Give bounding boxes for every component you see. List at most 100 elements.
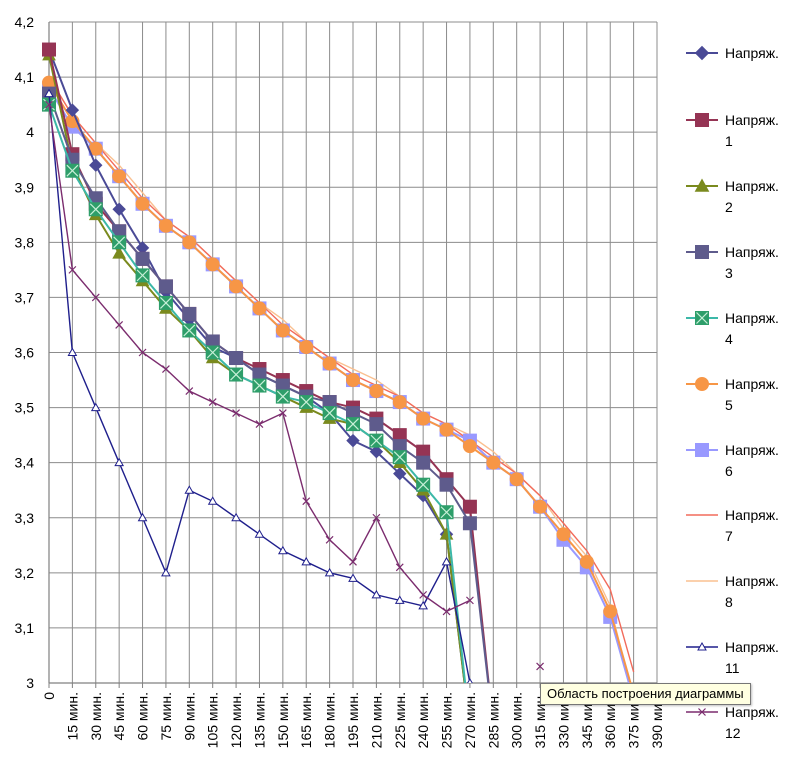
legend-label: Напряж. 12 — [725, 704, 779, 741]
data-point — [275, 323, 290, 338]
x-tick-label: 270 мин. — [462, 692, 478, 748]
data-point — [346, 373, 360, 388]
data-point — [112, 169, 127, 184]
data-point — [205, 257, 220, 272]
data-point — [439, 477, 454, 492]
legend-item: Напряж. 3 — [686, 244, 779, 281]
legend-item: Напряж. 5 — [686, 376, 779, 413]
data-point — [467, 677, 473, 683]
y-tick-label: 3,7 — [15, 289, 35, 305]
data-point — [603, 604, 618, 619]
y-tick-label: 4,1 — [15, 69, 35, 85]
x-tick-label: 75 мин. — [158, 692, 174, 741]
data-point-cross — [89, 203, 102, 216]
data-point — [416, 455, 431, 470]
data-point — [536, 662, 545, 671]
data-point-cross — [183, 324, 196, 337]
y-tick-label: 3,3 — [15, 510, 35, 526]
data-point — [439, 422, 454, 437]
x-tick-label: 120 мин. — [228, 692, 244, 748]
data-point — [137, 512, 148, 522]
x-tick-label: 240 мин. — [415, 692, 431, 748]
data-point — [185, 387, 194, 395]
data-point-cross — [136, 269, 149, 282]
data-point — [135, 196, 150, 211]
legend-item: Напряж. 8 — [686, 573, 779, 610]
plot-series — [42, 42, 635, 683]
data-point — [161, 567, 171, 577]
y-tick-label: 3,6 — [15, 345, 35, 361]
data-point — [419, 590, 428, 599]
x-tick-label: 195 мин. — [345, 692, 361, 748]
data-point — [208, 398, 217, 406]
data-point — [465, 596, 474, 605]
x-tick-label: 360 мин. — [602, 692, 618, 748]
data-point — [90, 402, 101, 412]
data-point — [695, 443, 709, 457]
y-tick-label: 3,8 — [15, 234, 35, 250]
data-point — [349, 557, 357, 566]
legend-item: Напряж. 4 — [686, 310, 779, 347]
data-point — [694, 178, 710, 192]
legend-label: Напряж. 3 — [725, 244, 779, 281]
data-point — [371, 589, 382, 599]
legend-label: Напряж. 11 — [725, 639, 779, 676]
data-point — [112, 202, 126, 216]
data-point — [697, 641, 707, 651]
data-point — [161, 365, 170, 373]
x-tick-label: 315 мин. — [532, 692, 548, 748]
data-point — [395, 563, 404, 572]
data-point-cross — [159, 297, 172, 309]
legend-item: Напряж. 11 — [686, 639, 779, 676]
legend-label: Напряж. 8 — [725, 573, 779, 610]
data-point-cross — [440, 506, 453, 519]
data-point — [302, 497, 311, 506]
data-point — [301, 556, 312, 566]
data-point — [462, 499, 477, 514]
legend-label: Напряж. 7 — [725, 507, 779, 544]
data-point — [112, 246, 127, 259]
data-point — [255, 420, 264, 429]
data-point-cross — [113, 236, 126, 249]
legend-item: Напряж. 12 — [686, 704, 779, 741]
data-point-cross — [417, 478, 430, 491]
data-point — [231, 512, 241, 522]
y-tick-label: 4,2 — [15, 14, 35, 30]
x-tick-label: 330 мин. — [555, 692, 571, 748]
legend-label: Напряж. 6 — [725, 442, 779, 479]
data-point-cross — [370, 434, 383, 447]
data-point-cross — [347, 418, 359, 431]
x-tick-label: 285 мин. — [485, 692, 501, 748]
data-point — [44, 88, 54, 98]
data-point — [65, 103, 80, 117]
data-point — [372, 513, 381, 522]
y-tick-label: 3,2 — [15, 565, 35, 581]
data-point — [182, 306, 197, 321]
data-point — [91, 293, 100, 302]
legend-item: Напряж. 7 — [686, 507, 779, 544]
data-point — [252, 301, 267, 316]
x-tick-labels: 0 15 мин. 30 мин. 45 мин. 60 мин. 75 мин. 90 м… — [41, 692, 665, 749]
data-point-cross — [230, 368, 243, 381]
data-point-cross — [323, 407, 336, 420]
x-tick-label: 45 мин. — [111, 692, 127, 741]
data-point — [182, 235, 197, 250]
x-tick-label: 390 мин. — [649, 692, 665, 748]
y-tick-labels: 4,2 4,1 4 3,9 3,8 3,7 3,6 3,5 3,4 3,3 3,2 3,1 3 — [15, 14, 35, 691]
data-point — [229, 279, 244, 294]
data-point — [418, 600, 429, 610]
x-tick-label: 210 мин. — [368, 692, 384, 748]
x-tick-label: 105 мин. — [205, 692, 221, 748]
data-point — [416, 411, 431, 426]
data-point — [158, 218, 173, 233]
x-tick-label: 375 мин. — [626, 692, 642, 748]
x-tick-label: 60 мин. — [135, 692, 151, 741]
data-point — [278, 409, 287, 418]
data-point — [184, 485, 195, 494]
data-point — [68, 265, 77, 274]
y-tick-label: 3 — [26, 675, 34, 691]
data-point — [392, 395, 407, 410]
data-point-cross — [276, 390, 289, 403]
data-point-cross — [66, 164, 79, 177]
data-point — [533, 499, 548, 514]
